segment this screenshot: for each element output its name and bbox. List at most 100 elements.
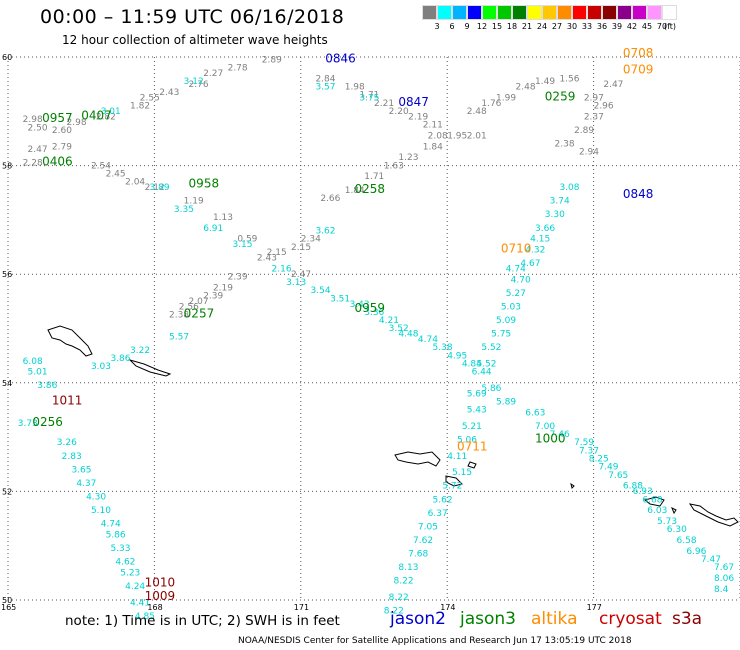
lat-label: 50	[2, 596, 12, 605]
legend-tick: 21	[521, 22, 533, 31]
swh-label: 1.13	[213, 213, 233, 223]
swh-label: 7.68	[408, 550, 428, 560]
swh-label: 7.62	[413, 536, 433, 546]
swh-label: 5.38	[433, 343, 453, 353]
swh-label: 1.19	[184, 197, 204, 207]
swh-label: 3.13	[286, 278, 306, 288]
swh-label: 2.12	[145, 183, 165, 193]
swh-label: 3.22	[130, 346, 150, 356]
swh-label: 1.76	[481, 99, 501, 109]
measurement-labels: 2.892.782.272.762.432.551.822.822.982.98…	[18, 46, 735, 622]
swh-label: 3.36	[364, 308, 384, 318]
swh-label: 2.28	[23, 159, 43, 169]
swh-label: 1.99	[496, 93, 516, 103]
swh-label: 5.33	[110, 544, 130, 554]
swh-label: 5.86	[481, 384, 501, 394]
swh-label: 6.30	[667, 525, 687, 535]
legend-tick: 12	[476, 22, 488, 31]
swh-label: 2.45	[106, 169, 126, 179]
swh-label: 2.79	[52, 142, 72, 152]
swh-label: 5.89	[496, 398, 516, 408]
swh-label: 3.15	[232, 240, 252, 250]
satellite-name: cryosat	[599, 609, 662, 629]
swh-label: 5.03	[501, 302, 521, 312]
time-label: 0846	[325, 51, 356, 65]
time-label: 0256	[32, 415, 63, 429]
time-label: 0407	[81, 108, 112, 122]
swh-label: 2.48	[516, 83, 536, 93]
swh-label: 7.49	[598, 463, 618, 473]
swh-label: 4.24	[125, 582, 145, 592]
swh-label: 6.91	[203, 224, 223, 234]
swh-label: 5.52	[481, 343, 501, 353]
satellite-name: jason3	[460, 609, 516, 629]
lon-label: 165	[1, 603, 16, 612]
island-rat	[467, 461, 477, 469]
swh-label: 2.15	[291, 243, 311, 253]
island-small-2	[570, 482, 575, 489]
swh-label: 7.65	[608, 471, 628, 481]
swh-label: 6.96	[686, 547, 706, 557]
swh-label: 5.06	[457, 436, 477, 446]
swh-label: 2.76	[189, 80, 209, 90]
swh-label: 2.39	[228, 273, 248, 283]
swh-label: 2.34	[301, 235, 321, 245]
lat-lon-grid	[7, 56, 740, 601]
legend-swatch	[632, 5, 647, 20]
swh-label: 2.56	[179, 302, 199, 312]
swh-label: 5.21	[462, 422, 482, 432]
swh-label: 2.55	[140, 93, 160, 103]
swh-label: 4.67	[520, 259, 540, 269]
swh-label: 1.84	[345, 186, 365, 196]
time-label: 0847	[398, 95, 429, 109]
swh-label: 6.88	[623, 482, 643, 492]
swh-label: 2.47	[291, 270, 311, 280]
swh-label: 5.01	[28, 368, 48, 378]
swh-label: 1.71	[359, 91, 379, 101]
legend-swatch	[557, 5, 572, 20]
swh-label: 2.19	[408, 112, 428, 122]
swh-label: 5.52	[476, 360, 496, 370]
swh-label: 3.62	[315, 226, 335, 236]
swh-label: 3.43	[350, 300, 370, 310]
swh-label: 6.08	[23, 357, 43, 367]
swh-label: 2.98	[23, 115, 43, 125]
swh-label: 0.59	[237, 235, 257, 245]
swh-label: 2.20	[389, 107, 409, 117]
swh-label: 3.26	[57, 438, 77, 448]
swh-label: 3.12	[184, 77, 204, 87]
swh-label: 1.23	[398, 153, 418, 163]
legend-tick: 30	[566, 22, 578, 31]
legend-tick: 39	[611, 22, 623, 31]
swh-label: 5.09	[496, 316, 516, 326]
credit-line: NOAA/NESDIS Center for Satellite Applica…	[238, 636, 632, 646]
swh-label: 3.75	[359, 93, 379, 103]
swh-label: 8.4	[714, 585, 729, 595]
swh-label: 2.50	[28, 123, 48, 133]
time-label: 1009	[145, 589, 176, 603]
lon-label: 171	[294, 603, 309, 612]
legend-tick: 18	[506, 22, 518, 31]
swh-label: 2.97	[584, 93, 604, 103]
swh-label: 3.52	[389, 324, 409, 334]
time-label: 1010	[145, 575, 176, 589]
swh-label: 4.74	[101, 520, 121, 530]
swh-label: 2.38	[555, 140, 575, 150]
lon-label: 168	[147, 603, 162, 612]
legend-tick: 24	[536, 22, 548, 31]
footnote: note: 1) Time is in UTC; 2) SWH is in fe…	[65, 613, 340, 629]
legend-tick: 3	[434, 22, 440, 31]
swh-label: 1.63	[384, 161, 404, 171]
swh-label: 1.49	[535, 77, 555, 87]
swh-label: 3.73	[18, 419, 38, 429]
swh-label: 2.89	[262, 55, 282, 65]
swh-label: 3.03	[91, 362, 111, 372]
swh-label: 7.59	[574, 438, 594, 448]
coastlines	[47, 325, 739, 527]
swh-label: 6.58	[677, 536, 697, 546]
swh-label: 8.22	[394, 577, 414, 587]
lat-label: 54	[2, 379, 12, 388]
swh-label: 2.19	[213, 283, 233, 293]
swh-label: 4.11	[447, 452, 467, 462]
